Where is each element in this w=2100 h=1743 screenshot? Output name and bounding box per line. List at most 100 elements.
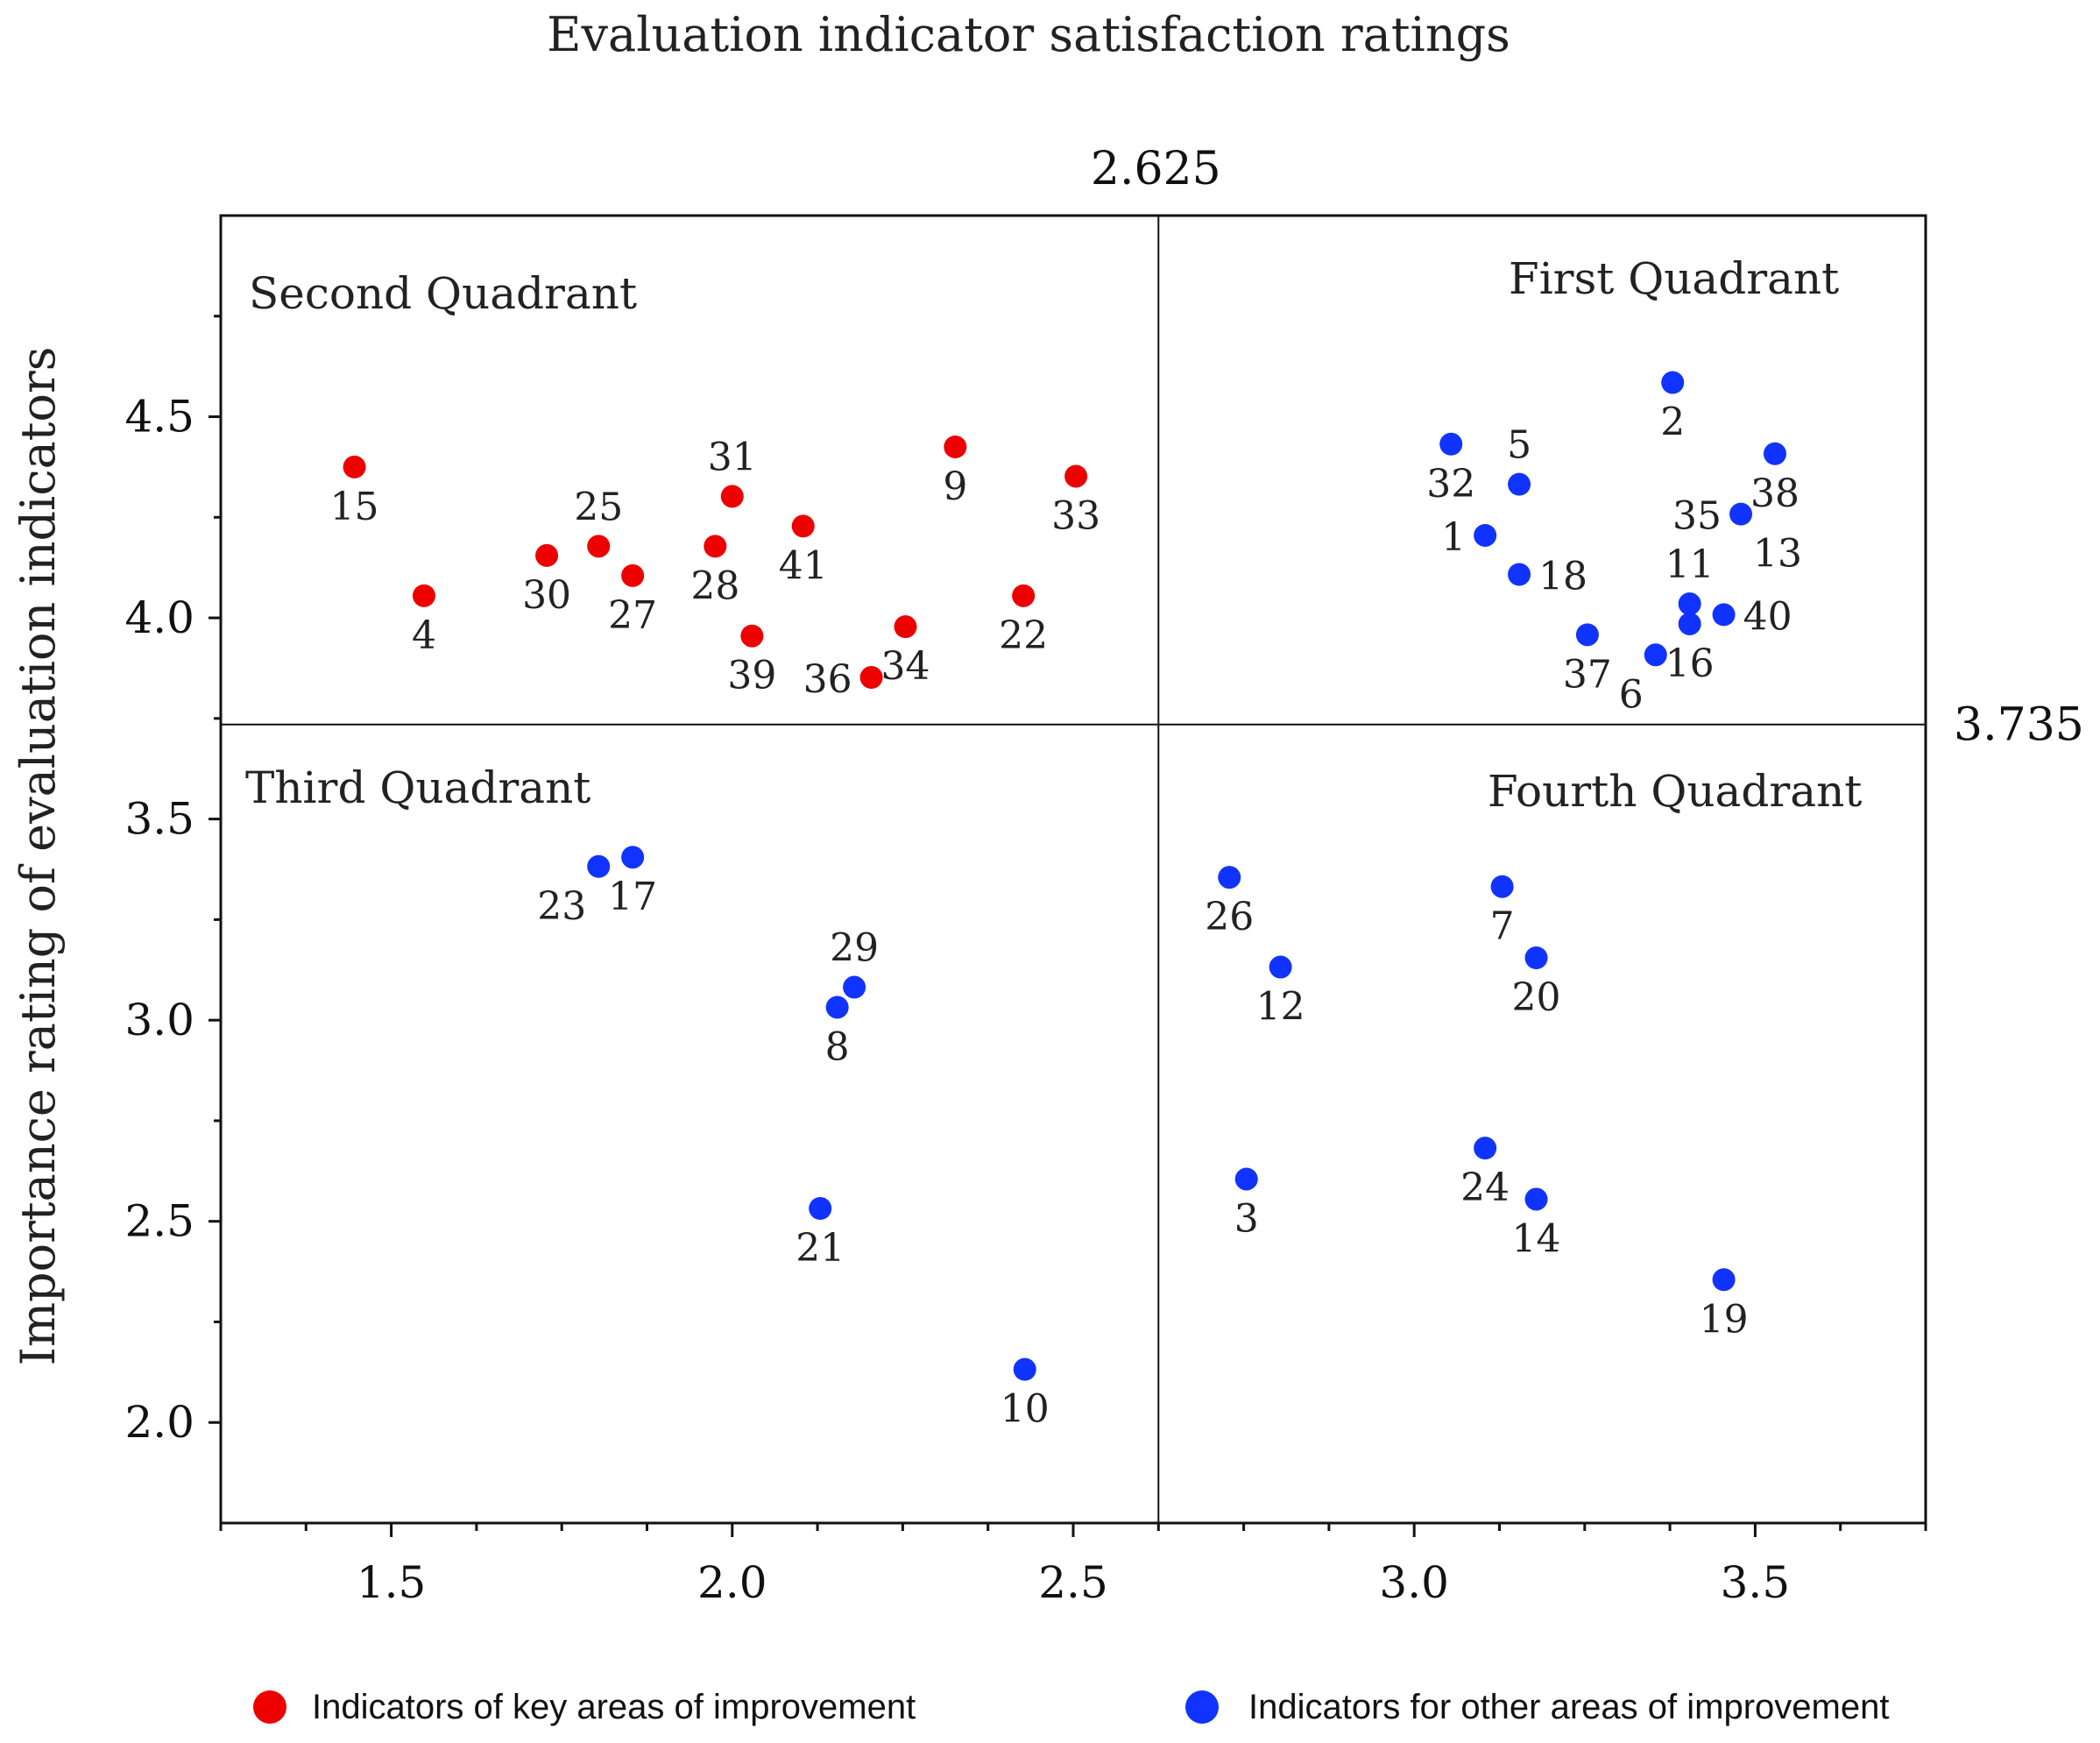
legend-marker (253, 1690, 286, 1724)
x-tick-label: 2.5 (1038, 1557, 1108, 1608)
data-point-4[interactable] (412, 584, 435, 607)
data-point-label: 3 (1234, 1196, 1259, 1241)
data-point-34[interactable] (894, 615, 917, 639)
data-point-23[interactable] (587, 854, 611, 878)
y-tick-label: 4.5 (124, 392, 194, 443)
data-point-25[interactable] (587, 535, 611, 558)
data-point-6[interactable] (1644, 643, 1667, 667)
x-tick-label: 3.5 (1721, 1557, 1791, 1608)
divider-y-value: 3.735 (1954, 699, 2084, 752)
x-tick-label: 3.0 (1379, 1557, 1449, 1608)
data-point-32[interactable] (1439, 432, 1463, 456)
legend: Indicators of key areas of improvement In… (253, 1688, 1889, 1726)
data-point-label: 16 (1665, 641, 1715, 686)
data-point-label: 13 (1753, 532, 1802, 577)
data-point-label: 24 (1460, 1166, 1510, 1210)
data-point-label: 41 (779, 543, 828, 588)
data-point-30[interactable] (535, 543, 559, 567)
y-tick-label: 4.0 (124, 592, 194, 643)
first-quadrant-label: First Quadrant (1509, 253, 1839, 304)
data-point-label: 33 (1051, 493, 1100, 538)
data-point-5[interactable] (1508, 472, 1531, 496)
data-point-label: 28 (690, 563, 739, 608)
data-point-40[interactable] (1712, 603, 1736, 627)
y-tick-label: 3.5 (124, 794, 194, 845)
data-point-label: 21 (795, 1226, 845, 1271)
data-point-31[interactable] (720, 485, 744, 508)
data-point-label: 1 (1441, 515, 1466, 560)
data-point-27[interactable] (621, 563, 645, 587)
data-point-11[interactable] (1678, 592, 1701, 616)
data-point-36[interactable] (859, 666, 883, 690)
third-quadrant-label: Third Quadrant (245, 762, 590, 813)
data-point-35[interactable] (1729, 502, 1753, 526)
data-point-2[interactable] (1661, 371, 1685, 394)
x-tick-label: 1.5 (357, 1557, 427, 1608)
fourth-quadrant-label: Fourth Quadrant (1488, 766, 1862, 817)
data-point-label: 36 (803, 657, 852, 702)
data-point-label: 26 (1205, 895, 1254, 939)
data-point-12[interactable] (1269, 955, 1292, 979)
data-point-9[interactable] (944, 435, 967, 458)
data-point-label: 8 (825, 1024, 850, 1069)
data-point-label: 15 (330, 485, 379, 529)
data-point-14[interactable] (1524, 1187, 1548, 1211)
data-point-26[interactable] (1218, 866, 1241, 889)
data-point-label: 23 (537, 884, 586, 929)
data-point-21[interactable] (809, 1197, 832, 1221)
data-point-label: 10 (1001, 1387, 1050, 1432)
data-point-label: 19 (1700, 1297, 1749, 1342)
data-point-label: 39 (727, 654, 776, 698)
data-point-16[interactable] (1678, 612, 1701, 635)
data-point-1[interactable] (1474, 523, 1497, 547)
chart-title: Evaluation indicator satisfaction rating… (547, 7, 1510, 62)
data-point-20[interactable] (1524, 946, 1548, 969)
data-point-label: 14 (1512, 1216, 1561, 1261)
data-point-label: 6 (1619, 672, 1644, 717)
data-point-label: 9 (943, 464, 967, 509)
data-point-19[interactable] (1712, 1268, 1736, 1292)
data-point-10[interactable] (1013, 1357, 1036, 1381)
x-tick-label: 2.0 (697, 1557, 767, 1608)
data-point-label: 7 (1490, 904, 1515, 949)
data-point-label: 38 (1750, 471, 1799, 516)
y-axis-label: Importance rating of evaluation indicato… (11, 346, 66, 1365)
data-point-7[interactable] (1490, 875, 1514, 898)
data-point-39[interactable] (740, 624, 764, 648)
data-point-29[interactable] (843, 975, 866, 999)
data-point-label: 25 (574, 485, 623, 529)
data-point-label: 11 (1665, 542, 1715, 587)
data-point-28[interactable] (704, 535, 727, 558)
data-point-22[interactable] (1012, 584, 1036, 607)
data-point-24[interactable] (1474, 1137, 1497, 1160)
data-point-3[interactable] (1234, 1167, 1258, 1191)
data-point-label: 4 (412, 613, 436, 658)
data-point-label: 22 (999, 613, 1048, 658)
data-point-17[interactable] (621, 846, 645, 869)
y-tick-label: 2.5 (124, 1196, 194, 1247)
data-point-label: 37 (1563, 652, 1612, 697)
data-point-38[interactable] (1763, 442, 1786, 465)
data-point-label: 2 (1660, 400, 1685, 445)
data-point-label: 32 (1426, 462, 1475, 507)
data-point-label: 5 (1507, 423, 1531, 468)
data-point-label: 12 (1256, 985, 1305, 1030)
data-point-label: 35 (1672, 494, 1722, 539)
data-point-label: 40 (1743, 594, 1792, 639)
data-point-8[interactable] (825, 995, 849, 1019)
data-point-41[interactable] (791, 514, 815, 538)
legend-label: Indicators for other areas of improvemen… (1248, 1688, 1889, 1726)
data-point-33[interactable] (1064, 464, 1088, 488)
data-point-15[interactable] (343, 455, 366, 478)
data-point-label: 27 (608, 593, 657, 638)
data-point-18[interactable] (1508, 563, 1531, 586)
data-point-37[interactable] (1575, 623, 1599, 647)
data-point-label: 20 (1512, 975, 1561, 1020)
data-point-label: 31 (708, 435, 757, 479)
data-point-label: 29 (830, 926, 879, 971)
data-point-label: 18 (1538, 554, 1587, 599)
data-point-label: 30 (522, 573, 571, 618)
y-tick-label: 2.0 (124, 1397, 194, 1448)
